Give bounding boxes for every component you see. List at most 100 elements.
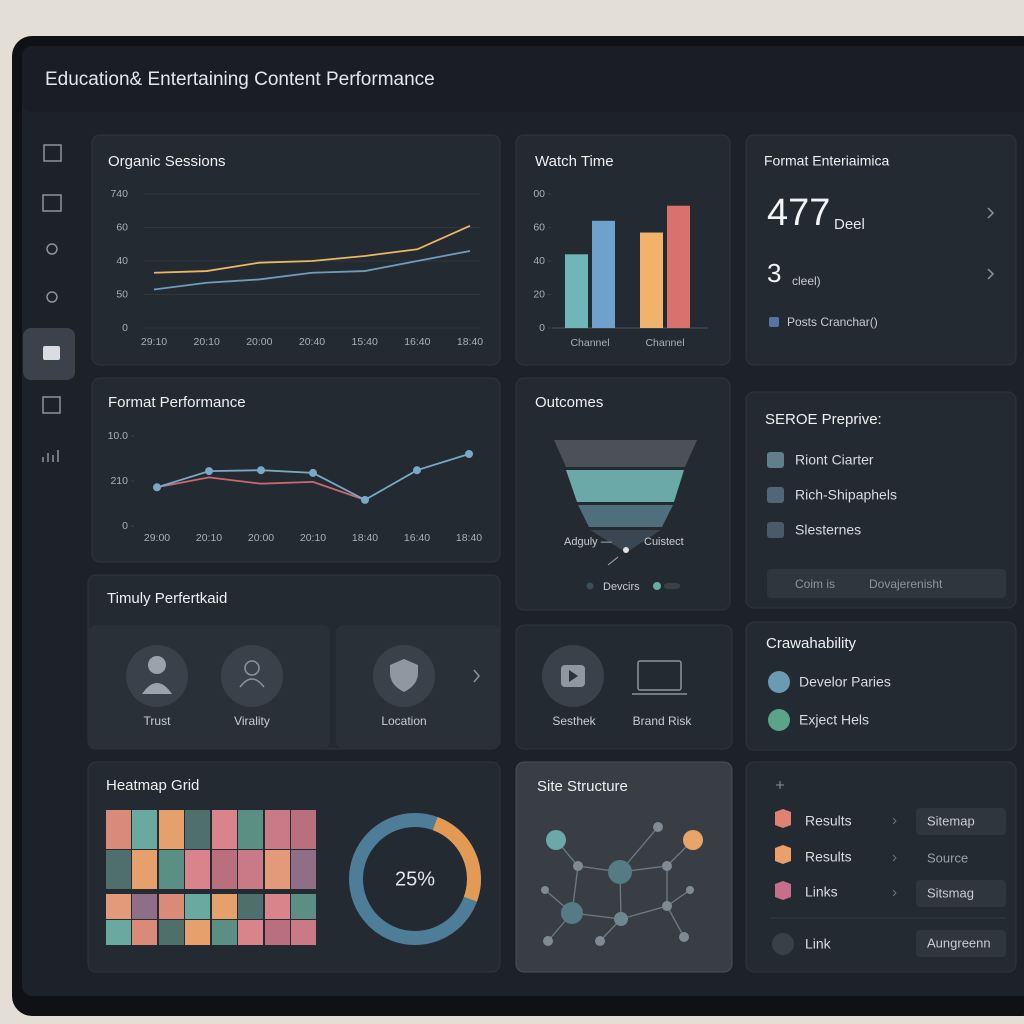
row-label: Links — [805, 884, 838, 900]
add-icon[interactable] — [776, 781, 784, 789]
panel — [745, 621, 1017, 751]
button-group[interactable] — [767, 569, 1006, 598]
nav-icon[interactable] — [42, 194, 62, 212]
list-item: Develor Paries — [799, 674, 891, 690]
x-tick-label: 15:40 — [352, 336, 378, 348]
bar — [592, 220, 615, 328]
chevron[interactable] — [473, 669, 480, 683]
heatmap-cell — [265, 810, 290, 849]
row-icon — [775, 881, 791, 900]
nav-icon — [43, 346, 60, 360]
legend-label: Devcirs — [603, 581, 640, 593]
heatmap-cell — [185, 920, 210, 945]
user-icon — [148, 656, 166, 674]
heatmap-cell — [159, 894, 184, 919]
x-tick-label: 20:10 — [300, 532, 326, 544]
heatmap-cell — [106, 850, 131, 889]
nav-icon[interactable] — [42, 450, 59, 462]
item-label: Trust — [144, 714, 172, 728]
legend-bar — [664, 583, 680, 589]
tag[interactable] — [916, 808, 1006, 835]
y-tick-label: 40 — [116, 255, 128, 267]
row-icon — [775, 845, 791, 864]
y-tick-label: 10.0 — [108, 430, 129, 442]
metric-value: 3 — [767, 258, 781, 288]
nav-icon[interactable] — [43, 144, 62, 162]
panel-title: Organic Sessions — [108, 153, 226, 170]
panel-title: Crawahability — [766, 635, 857, 652]
panel-title: Site Structure — [537, 778, 628, 795]
x-tick-label: 20:10 — [196, 532, 222, 544]
title-bar — [22, 46, 1024, 112]
nav-icon[interactable] — [46, 243, 58, 255]
heatmap-cell — [212, 920, 237, 945]
button-label[interactable]: Dovajerenisht — [869, 577, 943, 591]
legend-dot — [586, 582, 594, 590]
heatmap-cell — [291, 920, 316, 945]
x-tick-label: 29:00 — [144, 532, 170, 544]
row-icon — [775, 809, 791, 828]
point-marker — [257, 466, 265, 475]
heatmap-cell — [132, 850, 157, 889]
tag-label: Sitsmag — [927, 885, 974, 900]
tag-label: Source — [927, 850, 968, 865]
tag-label: Sitemap — [927, 813, 975, 828]
y-tick-label: 60 — [116, 221, 128, 233]
heatmap-cell — [265, 850, 290, 889]
icon-circle — [126, 645, 188, 707]
tag[interactable] — [916, 880, 1006, 907]
panel-title: Watch Time — [535, 153, 614, 170]
donut-segment — [349, 813, 481, 945]
heatmap-cell — [238, 894, 263, 919]
row-label: Link — [805, 936, 832, 952]
heatmap-cell — [106, 810, 131, 849]
checkbox[interactable] — [767, 452, 784, 468]
bar — [640, 232, 663, 328]
x-tick-label: 18:40 — [456, 532, 482, 544]
shield-icon — [390, 659, 418, 692]
status-dot — [768, 709, 790, 731]
checkbox[interactable] — [767, 522, 784, 538]
list-item: Rich-Shipaphels — [795, 487, 897, 503]
nav-icon[interactable] — [46, 291, 58, 303]
item-label: Virality — [234, 714, 270, 728]
panel-title: Format Enteriaimica — [764, 153, 889, 169]
heatmap-cell — [238, 810, 263, 849]
x-tick-label: 16:40 — [404, 532, 430, 544]
row-label: Results — [805, 849, 852, 865]
funnel-tip — [623, 547, 629, 553]
checkbox[interactable] — [767, 487, 784, 503]
point-marker — [153, 483, 161, 492]
heatmap-cell — [291, 810, 316, 849]
y-tick-label: 40 — [533, 255, 545, 267]
list-item: Riont Ciarter — [795, 452, 874, 468]
sidebar — [23, 144, 75, 462]
heatmap-cell — [212, 850, 237, 889]
heatmap-cell — [159, 810, 184, 849]
funnel-label: Cuistect — [644, 536, 684, 548]
panel-title: Outcomes — [535, 394, 603, 411]
chevron[interactable] — [987, 207, 995, 219]
heatmap-cell — [238, 850, 263, 889]
bar — [565, 254, 588, 328]
heatmap-cell — [185, 810, 210, 849]
x-tick-label: 16:40 — [404, 336, 430, 348]
y-tick-label: 0 — [122, 322, 128, 334]
y-tick-label: 20 — [533, 288, 545, 300]
x-tick-label: 20:00 — [246, 336, 272, 348]
heatmap-cell — [159, 920, 184, 945]
network-nodes — [541, 822, 703, 946]
nav-icon[interactable] — [42, 396, 61, 414]
heatmap-cell — [132, 894, 157, 919]
button-label[interactable]: Coim is — [795, 577, 835, 591]
video-icon — [569, 670, 578, 682]
row-icon — [772, 933, 794, 955]
heatmap-cell — [106, 894, 131, 919]
chevron[interactable] — [987, 268, 995, 280]
heatmap-cell — [291, 894, 316, 919]
x-tick-label: 20:10 — [194, 336, 220, 348]
panel — [91, 134, 501, 366]
panel — [91, 377, 501, 563]
tag[interactable] — [916, 930, 1006, 957]
